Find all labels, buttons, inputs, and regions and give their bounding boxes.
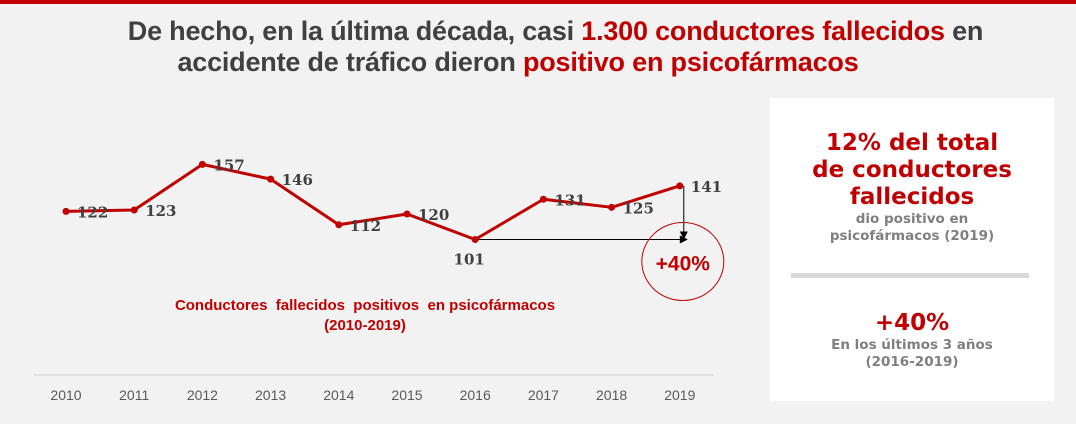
stat-headline: +40% xyxy=(874,310,950,336)
x-tick-label: 2010 xyxy=(50,387,81,403)
x-tick-label: 2013 xyxy=(255,387,286,403)
annotation-label: +40% xyxy=(656,253,711,276)
data-label: 122 xyxy=(77,203,108,221)
x-tick-label: 2018 xyxy=(596,387,627,403)
x-tick-label: 2019 xyxy=(664,387,695,403)
stat-line: 12% del total xyxy=(825,130,999,156)
data-label: 125 xyxy=(623,199,654,217)
data-point xyxy=(335,221,343,229)
data-point xyxy=(62,207,70,215)
data-point xyxy=(403,210,411,218)
x-tick-label: 2012 xyxy=(187,387,218,403)
data-point xyxy=(130,206,138,214)
data-label: 157 xyxy=(213,156,244,174)
title-text: De hecho, en la última década, casi xyxy=(127,16,582,46)
title-text: en xyxy=(944,16,984,46)
chart-title: Conductores fallecidos positivos en psic… xyxy=(175,297,555,314)
data-label: 112 xyxy=(350,217,381,235)
data-point xyxy=(676,182,684,190)
title-highlight: positivo en psicofármacos xyxy=(522,47,859,77)
data-point xyxy=(198,160,206,168)
x-tick-label: 2015 xyxy=(391,387,422,403)
data-label: 101 xyxy=(454,251,485,269)
stat-line: fallecidos xyxy=(849,184,975,210)
data-label: 120 xyxy=(418,206,449,224)
stat-caption: (2016-2019) xyxy=(865,354,959,370)
stat-line: de conductores xyxy=(812,157,1012,183)
title-text: accidente de tráfico dieron xyxy=(177,47,523,77)
data-label: 141 xyxy=(691,178,722,196)
divider xyxy=(791,273,1029,278)
x-tick-label: 2014 xyxy=(323,387,354,403)
data-point xyxy=(267,175,275,183)
chart-subtitle: (2010-2019) xyxy=(324,317,406,334)
stat-caption: psicofármacos (2019) xyxy=(829,228,995,244)
top-accent-bar xyxy=(0,0,1076,4)
data-point xyxy=(608,203,616,211)
x-tick-label: 2017 xyxy=(528,387,559,403)
annotation-circle xyxy=(641,222,725,302)
data-label: 146 xyxy=(282,171,313,189)
data-label: 123 xyxy=(145,202,176,220)
data-point xyxy=(539,195,547,203)
arrowhead-icon xyxy=(679,231,688,240)
stat-caption: dio positivo en xyxy=(855,211,969,227)
data-point xyxy=(471,236,479,244)
stats-panel: 12% del total de conductores fallecidos … xyxy=(770,98,1054,401)
x-tick-label: 2011 xyxy=(119,387,149,403)
page-title: De hecho, en la última década, casi 1.30… xyxy=(0,16,1076,78)
data-label: 131 xyxy=(554,191,585,209)
title-highlight: 1.300 conductores fallecidos xyxy=(581,16,945,46)
x-tick-label: 2016 xyxy=(460,387,491,403)
stat-headline: 12% del total de conductores fallecidos xyxy=(770,130,1054,211)
stat-caption: En los últimos 3 años xyxy=(831,337,993,353)
series-line xyxy=(65,162,681,242)
